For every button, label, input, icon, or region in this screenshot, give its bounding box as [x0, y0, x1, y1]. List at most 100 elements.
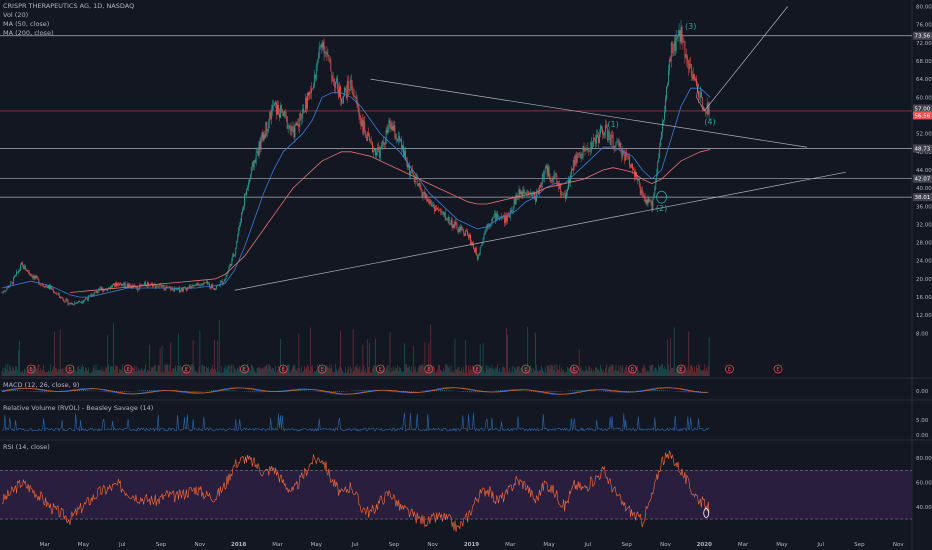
earnings-marker-circle [569, 364, 579, 374]
candle-body [349, 80, 351, 91]
macd-hist [664, 390, 666, 392]
volume-bar [559, 364, 561, 376]
study-vol-label[interactable]: Vol (20) [3, 11, 29, 19]
candle-body [177, 288, 178, 290]
candle-body [300, 113, 302, 119]
macd-hist [141, 390, 143, 392]
volume-bar [9, 364, 11, 376]
candle-body [504, 215, 505, 223]
candle-body [681, 26, 683, 43]
volume-bar [194, 371, 196, 376]
volume-bar [683, 370, 685, 376]
candle-body [314, 74, 316, 79]
candle-body [118, 283, 120, 286]
volume-bar [395, 367, 397, 376]
rsi-tick: 60.00 [916, 481, 932, 487]
candle-body [28, 272, 30, 274]
volume-bar [516, 366, 518, 376]
volume-bar [496, 368, 498, 376]
candle-body [610, 134, 612, 145]
volume-bar [666, 369, 667, 376]
macd-label[interactable]: MACD (12, 26, close, 9) [3, 381, 80, 389]
candle-body [84, 299, 85, 301]
volume-bar [502, 366, 503, 376]
time-axis[interactable]: Mar May Jul Sep Nov 2018 Mar May Jul Sep Nov 2019 Ma… [39, 542, 904, 548]
macd-hist [100, 391, 102, 392]
volume-bar [356, 364, 358, 376]
volume-bar [625, 367, 627, 376]
volume-bar [664, 366, 665, 376]
volume-bar [557, 369, 559, 376]
earnings-marker-circle [240, 364, 249, 374]
candle-body [256, 151, 258, 153]
volume-bar [662, 364, 663, 376]
volume-bar [297, 368, 299, 376]
time-tick: Nov [195, 542, 206, 548]
candle-body [136, 286, 138, 289]
price-axis[interactable]: 80.0076.0072.0068.0064.0060.0056.0052.00… [913, 5, 932, 511]
candle-body [18, 271, 19, 273]
study-ma50-label[interactable]: MA (50, close) [3, 20, 50, 28]
macd-hist [251, 391, 253, 393]
candle-body [333, 79, 335, 82]
candle-body [700, 91, 701, 98]
volume-bar [599, 370, 600, 376]
time-tick: Jul [584, 542, 592, 548]
candle-body [442, 211, 444, 215]
volume-bar [90, 372, 92, 376]
candle-body [188, 284, 190, 289]
volume-bar [575, 366, 577, 376]
candle-body [295, 122, 297, 126]
volume-bar [370, 372, 371, 376]
volume-bar [198, 366, 200, 376]
candle-body [565, 193, 566, 199]
study-ma200-label[interactable]: MA (200, close) [3, 29, 54, 37]
volume-bar [328, 368, 330, 376]
candle-body [270, 112, 272, 120]
candle-body [569, 179, 570, 183]
symbol-title[interactable]: CRISPR THERAPEUTICS AG, 1D, NASDAQ [3, 2, 135, 10]
volume-bar [675, 368, 677, 376]
candle-body [657, 162, 659, 174]
candle-body [361, 119, 363, 127]
volume-bar [126, 372, 128, 376]
candle-body [41, 284, 43, 285]
rsi-label[interactable]: RSI (14, close) [3, 443, 50, 451]
candle-body [255, 152, 257, 163]
rvol-label[interactable]: Relative Volume (RVOL) - Beasley Savage … [3, 404, 154, 412]
candle-body [10, 282, 12, 287]
macd-hist [257, 391, 259, 393]
volume-bar [499, 368, 500, 376]
candle-body [44, 286, 46, 288]
candle-body [83, 300, 84, 302]
volume-bar [329, 365, 331, 376]
candle-body [591, 142, 593, 148]
candle-body [692, 77, 694, 80]
candle-body [85, 298, 87, 300]
candle-body [309, 92, 310, 96]
candle-body [686, 54, 688, 60]
volume-bar [244, 367, 245, 376]
volume-bar [672, 367, 674, 376]
macd-hist [172, 391, 174, 392]
candle-body [476, 255, 478, 260]
candle-body [326, 52, 328, 56]
candle-body [117, 283, 118, 287]
volume-bar [50, 364, 51, 376]
earnings-marker: E [427, 367, 430, 373]
candle-body [281, 109, 283, 113]
macd-hist [121, 391, 123, 393]
candle-body [155, 286, 157, 288]
candle-body [267, 129, 269, 132]
volume-bar [136, 366, 138, 376]
candle-body [526, 192, 528, 194]
candle-body [54, 292, 56, 294]
volume-bar [263, 368, 265, 376]
volume-bar [197, 372, 199, 376]
volume-bar [304, 365, 305, 376]
candle-body [379, 147, 381, 158]
macd-hist [352, 390, 354, 392]
macd-hist [461, 391, 463, 392]
